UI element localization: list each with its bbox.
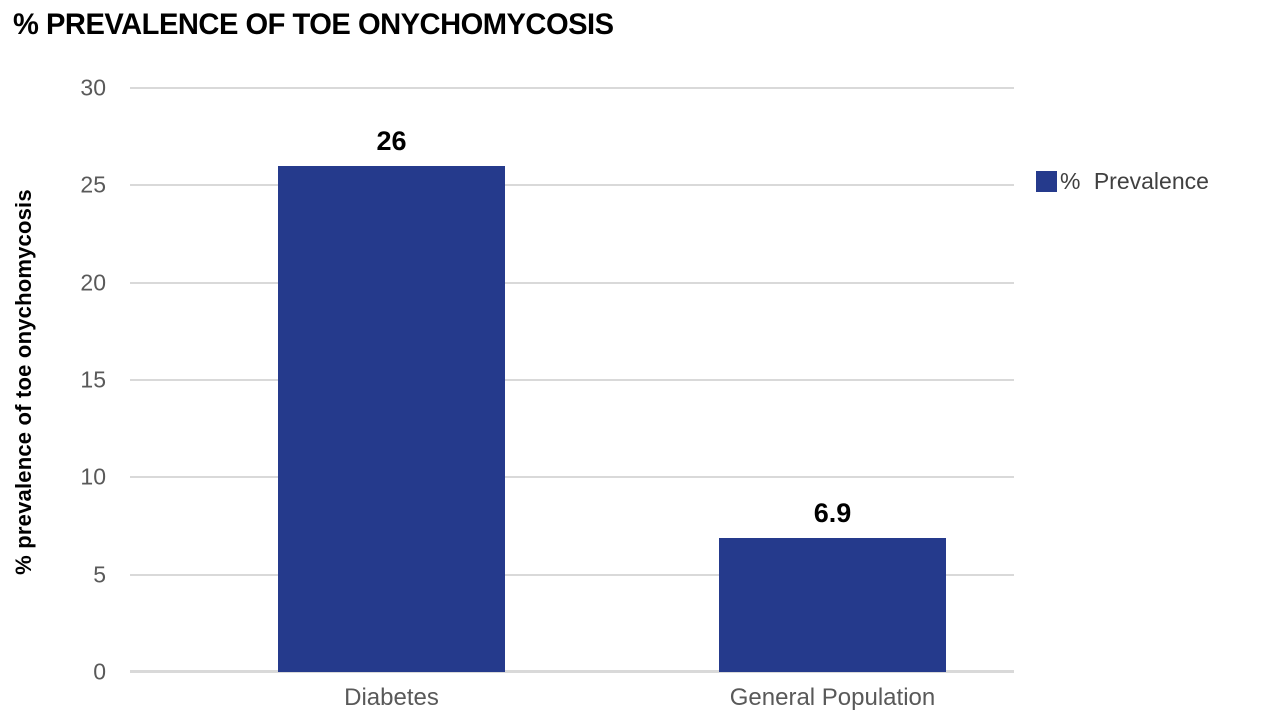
bar-group-general-population: 6.9 (719, 88, 946, 672)
category-label-diabetes: Diabetes (344, 684, 439, 711)
x-axis-line (130, 670, 1014, 673)
gridline (130, 281, 1014, 284)
y-axis-tick-labels: 0 5 10 15 20 25 30 (0, 75, 106, 685)
plot-area: 26 6.9 (130, 87, 1014, 673)
legend-label: % Prevalence (1060, 168, 1209, 194)
y-tick-label: 10 (80, 463, 106, 490)
legend-swatch-icon (1036, 171, 1057, 192)
y-tick-label: 0 (93, 658, 106, 685)
y-tick-label: 25 (80, 171, 106, 198)
y-tick-label: 5 (93, 561, 106, 588)
gridline (130, 476, 1014, 479)
bar-group-diabetes: 26 (278, 88, 505, 672)
bar-general-population (719, 537, 946, 672)
bar-diabetes (278, 165, 505, 672)
chart-title: % PREVALENCE OF TOE ONYCHOMYCOSIS (13, 8, 614, 41)
y-tick-label: 15 (80, 366, 106, 393)
y-tick-label: 30 (80, 74, 106, 101)
category-label-general-population: General Population (729, 684, 936, 711)
y-tick-label: 20 (80, 269, 106, 296)
gridline (130, 184, 1014, 187)
data-label-diabetes: 26 (376, 125, 407, 156)
legend: % Prevalence (1036, 168, 1209, 195)
data-label-general-population: 6.9 (813, 497, 852, 528)
gridline (130, 87, 1014, 89)
gridline (130, 573, 1014, 576)
gridline (130, 379, 1014, 381)
